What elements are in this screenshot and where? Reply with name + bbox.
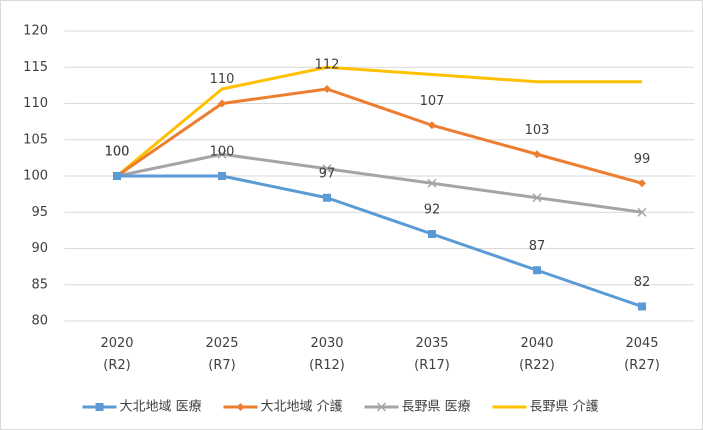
data-label: 99 bbox=[634, 152, 651, 167]
marker bbox=[532, 193, 542, 203]
marker bbox=[638, 179, 646, 188]
marker bbox=[638, 302, 646, 311]
marker bbox=[323, 193, 331, 202]
x-tick-label: 2030 (R12) bbox=[309, 336, 345, 373]
y-tick-label: 120 bbox=[23, 24, 48, 39]
series-line bbox=[117, 174, 643, 308]
marker bbox=[217, 149, 227, 159]
marker bbox=[427, 178, 437, 188]
marker bbox=[428, 121, 436, 130]
x-tick-label: 2035 (R17) bbox=[414, 336, 450, 373]
marker bbox=[323, 85, 331, 93]
series-line bbox=[116, 65, 642, 178]
series-line bbox=[116, 87, 643, 185]
y-tick-label: 100 bbox=[23, 169, 48, 184]
data-label: 87 bbox=[529, 239, 546, 254]
y-tick-label: 85 bbox=[31, 277, 48, 292]
marker bbox=[533, 266, 541, 275]
marker bbox=[533, 150, 541, 159]
marker bbox=[218, 99, 226, 108]
data-label: 100 bbox=[105, 145, 130, 160]
marker bbox=[113, 172, 121, 180]
series bbox=[113, 172, 646, 311]
x-tick-label: 2025 (R7) bbox=[205, 336, 238, 373]
y-tick-label: 90 bbox=[31, 241, 48, 256]
y-tick-label: 105 bbox=[23, 132, 48, 147]
marker bbox=[236, 403, 245, 411]
data-label: 100 bbox=[105, 145, 130, 160]
marker bbox=[428, 230, 436, 238]
x-tick-label: 2020 (R2) bbox=[100, 336, 133, 373]
marker bbox=[322, 164, 332, 174]
y-tick-label: 110 bbox=[23, 96, 48, 111]
series bbox=[116, 65, 642, 178]
x-tick-label: 2045 (R27) bbox=[624, 336, 660, 373]
series-line bbox=[116, 152, 643, 214]
data-label: 103 bbox=[525, 123, 550, 138]
data-label: 82 bbox=[634, 275, 651, 290]
series bbox=[112, 149, 647, 217]
data-label: 110 bbox=[210, 72, 235, 87]
data-label: 112 bbox=[315, 58, 340, 73]
legend-label: 長野県 医療 bbox=[402, 400, 471, 415]
marker bbox=[95, 403, 104, 411]
data-label: 92 bbox=[424, 203, 441, 218]
data-label: 97 bbox=[319, 166, 336, 181]
y-tick-label: 115 bbox=[23, 60, 48, 75]
legend-label: 大北地域 医療 bbox=[120, 400, 202, 415]
x-tick-label: 2040 (R22) bbox=[519, 336, 555, 373]
y-tick-label: 80 bbox=[31, 314, 48, 329]
marker bbox=[218, 172, 226, 180]
marker bbox=[637, 207, 647, 217]
legend-label: 大北地域 介護 bbox=[261, 399, 343, 415]
data-label: 100 bbox=[210, 145, 235, 160]
data-label: 107 bbox=[420, 94, 445, 109]
legend-label: 長野県 介護 bbox=[530, 399, 599, 415]
marker bbox=[376, 402, 387, 412]
y-tick-label: 95 bbox=[31, 205, 48, 220]
